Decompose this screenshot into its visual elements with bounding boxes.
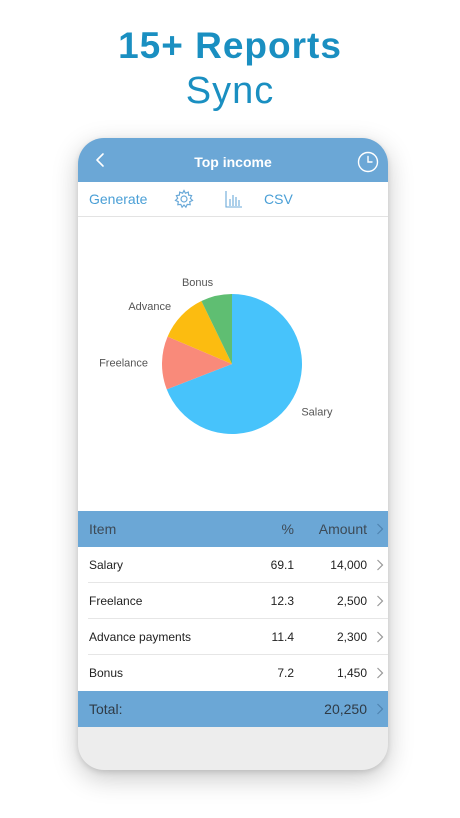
divider xyxy=(88,654,388,655)
row-item: Bonus xyxy=(89,666,124,680)
row-percent: 12.3 xyxy=(270,594,294,608)
column-header-percent: % xyxy=(281,521,294,537)
total-label: Total: xyxy=(89,701,123,717)
app-header: Top income xyxy=(78,138,388,182)
generate-button[interactable]: Generate xyxy=(89,191,148,207)
divider xyxy=(88,618,388,619)
row-item: Freelance xyxy=(89,594,143,608)
pie-label-bonus: Bonus xyxy=(182,277,214,289)
table-header: Item % Amount xyxy=(78,511,388,547)
csv-button[interactable]: CSV xyxy=(264,191,293,207)
pie-slice-freelance[interactable] xyxy=(162,336,232,390)
chart-button[interactable] xyxy=(225,190,243,208)
row-amount: 14,000 xyxy=(330,558,367,572)
promo-title: 15+ Reports xyxy=(118,25,342,66)
gear-icon xyxy=(174,189,194,209)
row-amount: 1,450 xyxy=(336,666,367,680)
pie-label-salary: Salary xyxy=(301,406,333,418)
total-amount: 20,250 xyxy=(324,701,367,717)
promo-subtitle: Sync xyxy=(185,70,275,112)
bar-chart-icon xyxy=(225,191,242,208)
back-button[interactable] xyxy=(90,150,110,170)
chevron-right-icon xyxy=(377,595,384,607)
phone-frame: Top income Generate xyxy=(78,138,388,770)
clock-icon xyxy=(357,151,379,173)
table-row[interactable]: Advance payments 11.4 2,300 xyxy=(78,619,388,655)
pie-slice-advance[interactable] xyxy=(167,301,232,364)
table-row[interactable]: Bonus 7.2 1,450 xyxy=(78,655,388,691)
row-percent: 11.4 xyxy=(271,630,294,644)
divider xyxy=(88,582,388,583)
pie-slice-bonus[interactable] xyxy=(201,294,232,364)
row-percent: 7.2 xyxy=(277,666,294,680)
pie-label-freelance: Freelance xyxy=(99,358,148,370)
row-item: Salary xyxy=(89,558,124,572)
pie-label-advance: Advance xyxy=(128,301,171,313)
chevron-right-icon xyxy=(377,631,384,643)
table-row[interactable]: Freelance 12.3 2,500 xyxy=(78,583,388,619)
chevron-right-icon xyxy=(377,703,384,715)
total-row[interactable]: Total: 20,250 xyxy=(78,691,388,727)
row-percent: 69.1 xyxy=(270,558,294,572)
chevron-left-icon xyxy=(96,153,104,167)
page-title: Top income xyxy=(194,154,272,170)
row-item: Advance payments xyxy=(89,630,192,644)
history-button[interactable] xyxy=(356,150,380,174)
settings-button[interactable] xyxy=(174,189,194,209)
row-amount: 2,300 xyxy=(336,630,367,644)
chevron-right-icon xyxy=(377,667,384,679)
chevron-right-icon xyxy=(377,559,384,571)
pie-chart: Salary Freelance Advance Bonus xyxy=(78,217,388,511)
toolbar: Generate CSV xyxy=(78,182,388,217)
column-header-amount: Amount xyxy=(318,521,367,537)
pie-slice-salary[interactable] xyxy=(166,294,302,434)
table-row[interactable]: Salary 69.1 14,000 xyxy=(78,547,388,583)
column-header-item: Item xyxy=(89,521,117,537)
row-amount: 2,500 xyxy=(336,594,367,608)
chevron-right-icon xyxy=(377,523,384,535)
